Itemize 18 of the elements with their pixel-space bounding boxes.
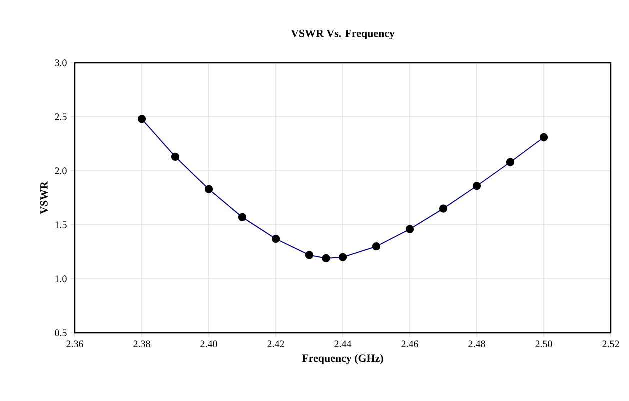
y-tick-label: 0.5 [55, 330, 67, 336]
y-tick-label: 2.5 [55, 114, 67, 120]
y-axis-title: VSWR [40, 181, 48, 214]
x-tick-label: 2.46 [402, 340, 418, 348]
y-tick-label: 2.0 [55, 168, 67, 174]
x-tick-label: 2.42 [268, 340, 284, 348]
y-tick-label: 1.5 [56, 222, 67, 228]
x-tick-label: 2.52 [602, 340, 620, 348]
x-axis-title: Frequency (GHz) [302, 354, 384, 364]
x-tick-label: 2.48 [468, 340, 486, 348]
x-tick-label: 2.50 [536, 340, 552, 348]
y-tick-label: 3.0 [55, 60, 67, 66]
x-tick-label: 2.44 [334, 340, 352, 348]
chart-title: VSWR Vs. Frequency [291, 30, 395, 40]
x-tick-label: 2.38 [134, 340, 150, 348]
y-tick-label: 1.0 [56, 276, 67, 282]
x-tick-label: 2.36 [66, 340, 84, 348]
x-tick-label: 2.40 [200, 340, 218, 348]
